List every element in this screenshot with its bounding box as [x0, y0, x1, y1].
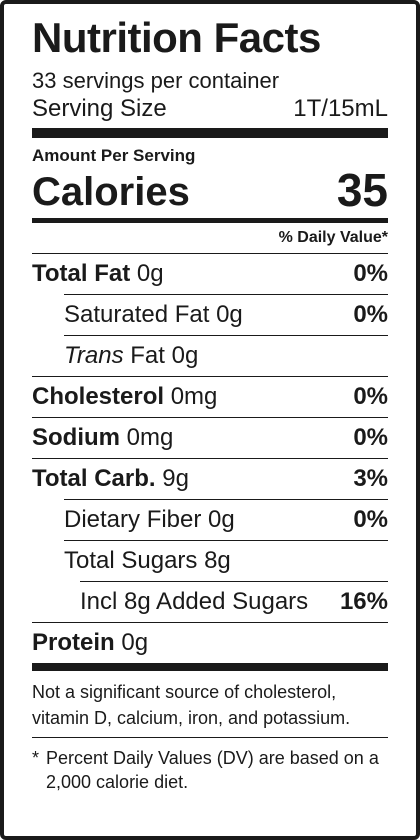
nutrient-row-total-sugars: Total Sugars 8g [32, 541, 388, 581]
divider-thick [32, 128, 388, 138]
footnote-daily-value: * Percent Daily Values (DV) are based on… [32, 746, 388, 794]
nutrient-label: Protein [32, 629, 115, 656]
serving-size-value: 1T/15mL [293, 95, 388, 122]
nutrient-amount: 9g [162, 465, 189, 492]
footnote-not-significant: Not a significant source of cholesterol,… [32, 682, 351, 728]
divider-heavy [32, 663, 388, 671]
servings-per-container: 33 servings per container [32, 68, 280, 93]
divider-thin [32, 458, 388, 459]
nutrient-dv: 0% [353, 424, 388, 451]
nutrient-row-total-fat: Total Fat 0g 0% [32, 254, 388, 294]
divider-thin [32, 622, 388, 623]
calories-row: Calories 35 [32, 166, 388, 214]
divider-thin [64, 540, 388, 541]
nutrient-amount: 0g [136, 260, 164, 287]
nutrient-name: Total Fat 0g [32, 254, 164, 294]
divider-thin [32, 737, 388, 738]
divider-thin [32, 253, 388, 254]
nutrient-label: Saturated Fat 0g [64, 301, 243, 328]
divider-thin [64, 335, 388, 336]
nutrient-name: Total Carb. 9g [32, 459, 189, 499]
nutrient-dv: 3% [353, 465, 388, 492]
divider-thin [64, 294, 388, 295]
divider-thin [32, 376, 388, 377]
nutrient-row-sodium: Sodium 0mg 0% [32, 418, 388, 458]
nutrient-amount: 0mg [126, 424, 174, 451]
divider-thin [64, 499, 388, 500]
nutrient-label: Sodium [32, 424, 120, 451]
nutrient-row-total-carb: Total Carb. 9g 3% [32, 459, 388, 499]
nutrient-label-italic: Trans [64, 342, 124, 369]
nutrient-row-saturated-fat: Saturated Fat 0g 0% [32, 295, 388, 335]
nutrient-dv: 0% [353, 301, 388, 328]
calories-label: Calories [32, 170, 190, 214]
nutrient-label: Dietary Fiber 0g [64, 506, 235, 533]
nutrient-label: Total Carb. [32, 465, 156, 492]
nutrient-row-dietary-fiber: Dietary Fiber 0g 0% [32, 500, 388, 540]
nutrient-amount: 0mg [170, 383, 218, 410]
nutrient-label: Total Fat [32, 260, 131, 287]
nutrient-dv: 0% [353, 383, 388, 410]
nutrient-row-trans-fat: Trans Fat 0g [32, 336, 388, 376]
nutrient-name: Trans Fat 0g [64, 336, 198, 376]
divider-medium [32, 218, 388, 223]
nutrient-name: Protein 0g [32, 623, 148, 663]
nutrient-dv: 0% [353, 260, 388, 287]
calories-value: 35 [336, 164, 388, 216]
nutrient-amount: 0g [121, 629, 149, 656]
serving-size-label: Serving Size [32, 95, 167, 122]
daily-value-header: % Daily Value* [278, 229, 388, 246]
nutrient-dv: 0% [353, 506, 388, 533]
nutrient-name: Cholesterol 0mg [32, 377, 217, 417]
nutrient-row-added-sugars: Incl 8g Added Sugars 16% [32, 582, 388, 622]
nutrient-label: Incl 8g Added Sugars [80, 588, 309, 615]
divider-thin [80, 581, 388, 582]
footnote-daily-value-text: Percent Daily Values (DV) are based on a… [46, 748, 379, 792]
amount-per-serving: Amount Per Serving [32, 146, 196, 165]
divider-thin [32, 417, 388, 418]
nutrient-label: Total Sugars 8g [64, 547, 231, 574]
nutrient-name: Sodium 0mg [32, 418, 173, 458]
nutrient-row-cholesterol: Cholesterol 0mg 0% [32, 377, 388, 417]
footnote-asterisk: * [32, 748, 40, 768]
nutrient-dv: 16% [339, 588, 388, 615]
label-title: Nutrition Facts [32, 14, 321, 61]
serving-size-row: Serving Size 1T/15mL [32, 94, 388, 124]
nutrient-label: Fat 0g [130, 342, 199, 369]
nutrient-row-protein: Protein 0g [32, 623, 388, 663]
nutrient-label: Cholesterol [32, 383, 165, 410]
